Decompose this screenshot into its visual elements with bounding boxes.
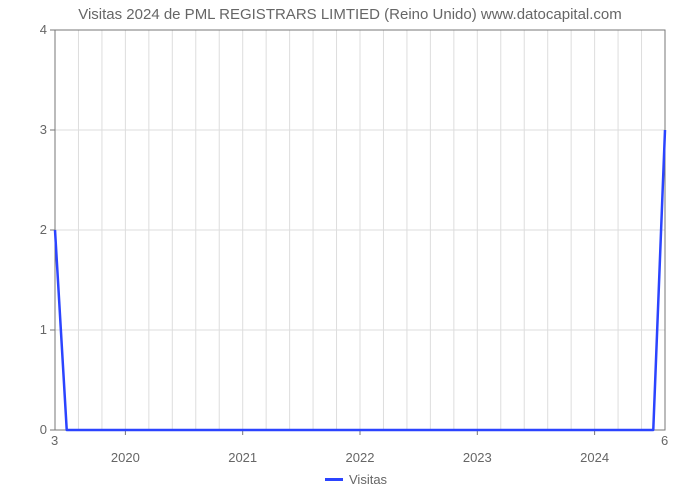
secondary-label-right: 6	[661, 433, 668, 448]
y-tick-label: 4	[17, 22, 47, 37]
x-tick-label: 2022	[346, 450, 375, 465]
legend-swatch	[325, 478, 343, 481]
y-tick-label: 1	[17, 322, 47, 337]
x-tick-label: 2021	[228, 450, 257, 465]
y-tick-label: 0	[17, 422, 47, 437]
x-tick-label: 2020	[111, 450, 140, 465]
secondary-label-left: 3	[51, 433, 58, 448]
chart-title: Visitas 2024 de PML REGISTRARS LIMTIED (…	[0, 6, 700, 23]
x-tick-label: 2024	[580, 450, 609, 465]
y-tick-label: 3	[17, 122, 47, 137]
legend-label: Visitas	[349, 472, 387, 487]
y-tick-label: 2	[17, 222, 47, 237]
x-tick-label: 2023	[463, 450, 492, 465]
chart-legend: Visitas	[325, 472, 387, 487]
chart-plot-area	[55, 30, 665, 430]
